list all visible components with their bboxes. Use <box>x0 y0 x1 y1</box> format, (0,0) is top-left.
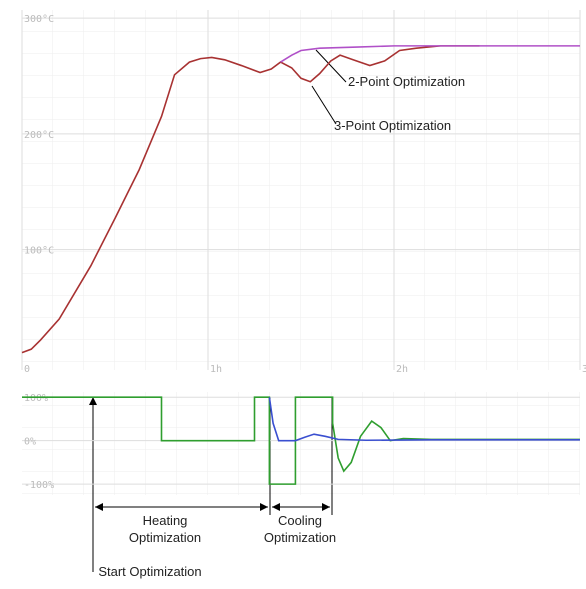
annotation: Optimization <box>264 530 336 545</box>
y-tick-label: 300°C <box>24 14 54 25</box>
x-tick-label: 1h <box>210 364 222 375</box>
series-line <box>268 397 580 442</box>
y-tick-label: 100% <box>24 393 48 404</box>
leader <box>315 49 347 83</box>
annotation: Start Optimization <box>98 564 201 579</box>
annotation: Optimization <box>129 530 201 545</box>
series-line <box>21 45 480 354</box>
minor-grid <box>22 392 580 495</box>
x-tick-label: 3h <box>582 364 586 375</box>
x-tick-label: 0 <box>24 364 30 375</box>
y-tick-label: 200°C <box>24 130 54 141</box>
series-line <box>22 396 580 485</box>
y-tick-label: 0% <box>24 437 36 448</box>
annotation: 3-Point Optimization <box>334 118 451 133</box>
annotation: Heating <box>143 513 188 528</box>
minor-grid <box>22 10 580 370</box>
leader <box>311 85 337 125</box>
annotation: Cooling <box>278 513 322 528</box>
y-tick-label: -100% <box>24 480 54 491</box>
y-tick-label: 100°C <box>24 246 54 257</box>
x-tick-label: 2h <box>396 364 408 375</box>
annotation: 2-Point Optimization <box>348 74 465 89</box>
series-line <box>280 45 580 63</box>
